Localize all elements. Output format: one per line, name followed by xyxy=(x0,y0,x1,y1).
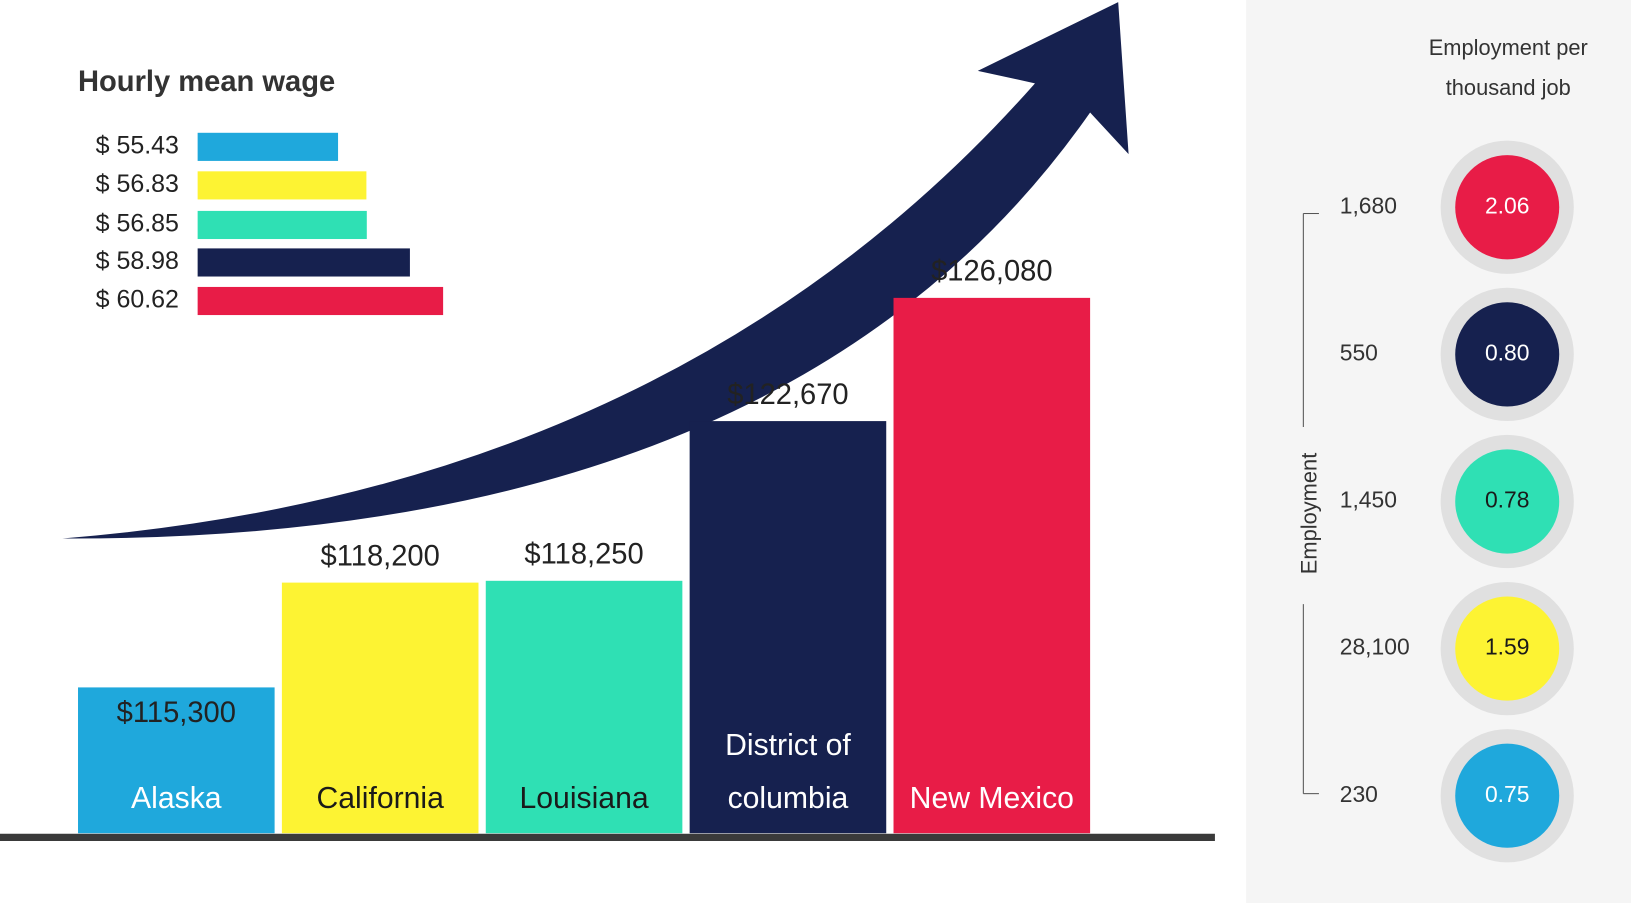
bubble-label: 0.80 xyxy=(1485,339,1530,365)
category-label: Alaska xyxy=(131,782,222,816)
bubble-label: 0.78 xyxy=(1485,487,1530,513)
bubble xyxy=(1455,743,1560,848)
category-label: District of columbia xyxy=(725,729,851,816)
employment-label: 1,450 xyxy=(1340,487,1397,513)
category-box: Alaska xyxy=(131,782,222,816)
value-label: $115,300 xyxy=(117,697,236,729)
bubble-label: 2.06 xyxy=(1485,192,1530,218)
bubble xyxy=(1455,596,1560,701)
bubble xyxy=(1455,155,1560,260)
category-box: California xyxy=(316,782,444,816)
bar xyxy=(485,580,683,834)
value-label: $126,080 xyxy=(931,256,1052,288)
category-box: New Mexico xyxy=(909,782,1074,816)
bubble xyxy=(1455,302,1560,407)
bubble-label: 0.75 xyxy=(1485,781,1530,807)
category-box: District of columbia xyxy=(725,729,851,816)
employment-title-box: Employment per thousand job xyxy=(1428,36,1588,100)
employment-label: 1,680 xyxy=(1340,192,1397,218)
employment-label: 28,100 xyxy=(1340,634,1410,660)
hourly-bar xyxy=(197,132,339,161)
value-label: $118,200 xyxy=(321,540,440,572)
employment-title: Employment per thousand job xyxy=(1428,36,1588,100)
category-label: Louisiana xyxy=(519,782,649,816)
category-label: California xyxy=(316,782,444,816)
employment-label: 230 xyxy=(1340,781,1378,807)
growth-arrow xyxy=(62,2,1129,539)
hourly-title: Hourly mean wage xyxy=(78,66,335,98)
value-label: $118,250 xyxy=(524,539,643,571)
hourly-bar xyxy=(197,210,367,240)
side-panel xyxy=(1246,0,1631,903)
hourly-label: $ 55.43 xyxy=(96,131,179,159)
hourly-label: $ 56.85 xyxy=(96,210,179,238)
value-label: $122,670 xyxy=(727,379,848,411)
hourly-bar xyxy=(197,171,367,200)
bar xyxy=(893,297,1091,834)
hourly-bar xyxy=(197,286,444,316)
bubble-label: 1.59 xyxy=(1485,634,1530,660)
bar xyxy=(689,421,887,834)
bubble xyxy=(1455,449,1560,554)
hourly-label: $ 56.83 xyxy=(96,170,179,198)
category-box: Louisiana xyxy=(519,782,649,816)
hourly-bar xyxy=(197,248,410,277)
bar xyxy=(78,687,275,834)
bar xyxy=(281,582,479,834)
axis-label: Employment xyxy=(1296,453,1321,574)
hourly-label: $ 60.62 xyxy=(96,286,179,314)
employment-label: 550 xyxy=(1340,339,1378,365)
hourly-label: $ 58.98 xyxy=(96,247,179,275)
category-label: New Mexico xyxy=(909,782,1074,816)
